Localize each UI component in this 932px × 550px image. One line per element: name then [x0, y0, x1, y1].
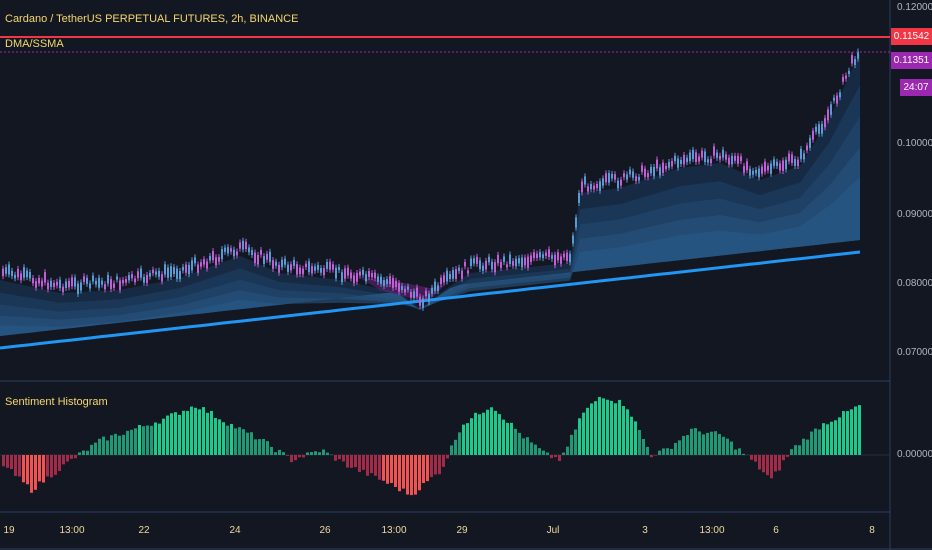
time-tick: 13:00	[699, 525, 725, 536]
time-tick: 24	[229, 525, 241, 536]
time-tick: 13:00	[381, 525, 407, 536]
time-tick: 22	[138, 525, 150, 536]
time-tick: 19	[3, 525, 15, 536]
indicator-label-sentiment-histogram[interactable]: Sentiment Histogram	[5, 396, 108, 408]
price-tick: 0.08000	[897, 278, 932, 289]
time-tick: 8	[869, 525, 875, 536]
price-tick: 0.10000	[897, 138, 932, 149]
price-tick: 0.07000	[897, 347, 932, 358]
price-tick: 0.12000	[897, 2, 932, 13]
ma-value-tag: 0.11351	[891, 52, 932, 69]
dma-ssma-ribbon	[0, 53, 860, 337]
time-tick: Jul	[546, 525, 560, 536]
price-candles	[2, 48, 859, 311]
time-tick: 3	[642, 525, 648, 536]
indicator-label-dma-ssma[interactable]: DMA/SSMA	[5, 38, 64, 50]
last-price-tag: 0.11542	[891, 28, 932, 45]
sentiment-histogram-bars	[2, 396, 861, 496]
price-tick: 0.09000	[897, 209, 932, 220]
time-tick: 13:00	[59, 525, 85, 536]
countdown-tag: 24:07	[900, 79, 932, 96]
histogram-tick: 0.00000	[897, 449, 932, 460]
time-tick: 26	[319, 525, 331, 536]
time-tick: 29	[456, 525, 468, 536]
time-tick: 6	[773, 525, 779, 536]
chart-title[interactable]: Cardano / TetherUS PERPETUAL FUTURES, 2h…	[5, 13, 299, 25]
